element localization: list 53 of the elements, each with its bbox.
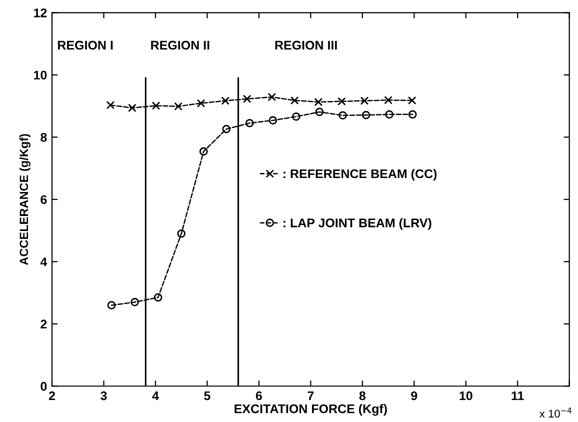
point: [177, 229, 186, 238]
point: [222, 124, 231, 134]
point: [152, 102, 160, 110]
point: [362, 110, 370, 120]
x-tick-label: 11: [512, 391, 524, 400]
x-tick-label: 10: [460, 391, 472, 400]
point: [221, 96, 230, 105]
point: [338, 97, 346, 106]
point: [128, 104, 136, 112]
point: [154, 293, 162, 302]
y-tick-label: 6: [40, 195, 47, 204]
legend-label: : LAP JOINT BEAM (LRV): [284, 218, 432, 230]
point: [408, 110, 417, 119]
point: [315, 108, 324, 116]
y-tick-label: 4: [40, 258, 48, 266]
point: [107, 301, 116, 310]
point: [242, 94, 252, 104]
x-tick-label: 8: [359, 391, 366, 400]
point: [314, 98, 323, 106]
point: [338, 111, 347, 120]
point: [106, 100, 115, 110]
legend-label: : REFERENCE BEAM (CC): [284, 168, 437, 181]
point: [384, 96, 392, 104]
annotation: REGION I: [58, 40, 113, 50]
point: [130, 298, 139, 306]
point: [245, 118, 254, 128]
point: [360, 96, 369, 105]
y-tick-label: 12: [34, 8, 47, 18]
y-axis-title: ACCELERANCE (g/Kgf): [19, 134, 30, 266]
x-axis-title: EXCITATION FORCE (Kgf): [234, 404, 387, 416]
y-tick-label: 10: [34, 70, 47, 80]
x-tick-label: 7: [308, 391, 314, 400]
point: [385, 110, 394, 119]
text: x 10$^{−4}$: [539, 408, 572, 418]
x-tick-label: 4: [152, 391, 159, 400]
x-tick-label: 2: [48, 391, 55, 400]
point: [196, 99, 206, 108]
y-tick-label: 0: [40, 382, 47, 391]
y-tick-label: 8: [40, 132, 47, 142]
x-tick-label: 5: [204, 391, 210, 400]
x-tick-label: 6: [256, 391, 262, 400]
point: [292, 112, 300, 121]
point: [174, 102, 182, 111]
annotation: REGION II: [151, 40, 210, 50]
point: [290, 96, 299, 105]
x-tick-label: 9: [411, 391, 418, 400]
point: [199, 147, 208, 156]
point: [268, 116, 278, 125]
annotation: REGION III: [275, 40, 337, 50]
x-tick-label: 3: [100, 391, 107, 400]
y-tick-label: 2: [40, 320, 47, 328]
point: [268, 92, 276, 102]
point: [408, 96, 416, 105]
